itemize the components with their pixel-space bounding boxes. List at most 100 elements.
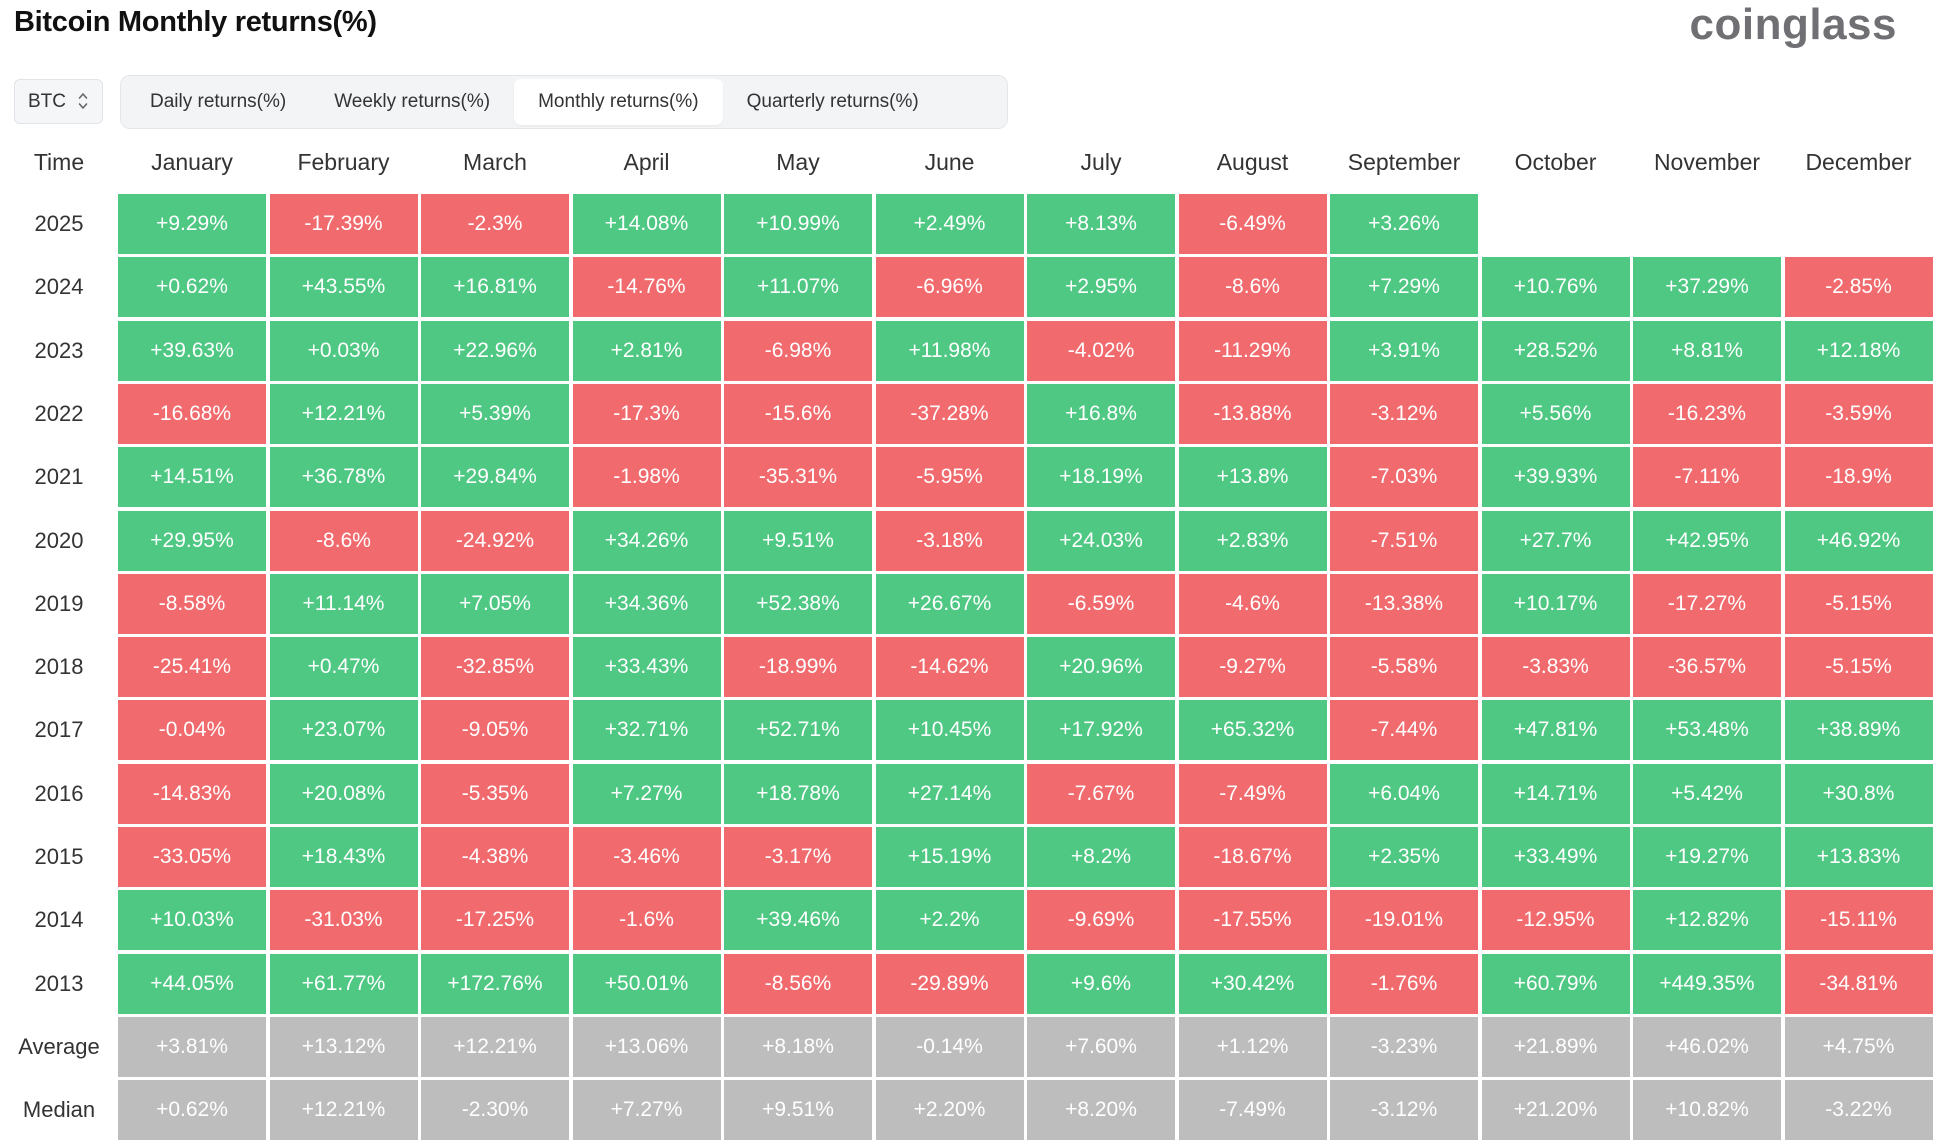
return-cell-2014-march[interactable]: -17.25% — [421, 890, 569, 951]
return-cell-2019-october[interactable]: +10.17% — [1481, 573, 1630, 634]
return-cell-2020-may[interactable]: +9.51% — [724, 510, 872, 571]
return-cell-2019-november[interactable]: -17.27% — [1633, 573, 1781, 634]
return-cell-2013-august[interactable]: +30.42% — [1178, 953, 1327, 1014]
return-cell-2025-january[interactable]: +9.29% — [118, 194, 266, 254]
return-cell-2024-february[interactable]: +43.55% — [269, 257, 418, 318]
return-cell-2024-june[interactable]: -6.96% — [875, 257, 1024, 318]
return-cell-median-june[interactable]: +2.20% — [875, 1080, 1024, 1141]
return-cell-2015-may[interactable]: -3.17% — [724, 827, 872, 887]
return-cell-2025-april[interactable]: +14.08% — [572, 194, 721, 254]
return-cell-2018-july[interactable]: +20.96% — [1027, 637, 1175, 698]
return-cell-2019-april[interactable]: +34.36% — [572, 573, 721, 634]
return-cell-2023-april[interactable]: +2.81% — [572, 320, 721, 381]
return-cell-2019-august[interactable]: -4.6% — [1178, 573, 1327, 634]
return-cell-average-january[interactable]: +3.81% — [118, 1016, 266, 1077]
return-cell-average-june[interactable]: -0.14% — [875, 1016, 1024, 1077]
return-cell-2024-november[interactable]: +37.29% — [1633, 257, 1781, 318]
return-cell-2022-july[interactable]: +16.8% — [1027, 383, 1175, 444]
tab-monthly-returns[interactable]: Monthly returns(%) — [514, 79, 723, 125]
return-cell-2025-june[interactable]: +2.49% — [875, 194, 1024, 254]
return-cell-average-april[interactable]: +13.06% — [572, 1016, 721, 1077]
return-cell-average-september[interactable]: -3.23% — [1330, 1016, 1478, 1077]
return-cell-2013-november[interactable]: +449.35% — [1633, 953, 1781, 1014]
return-cell-2021-december[interactable]: -18.9% — [1784, 447, 1933, 508]
return-cell-2017-october[interactable]: +47.81% — [1481, 700, 1630, 761]
return-cell-2017-august[interactable]: +65.32% — [1178, 700, 1327, 761]
return-cell-2025-may[interactable]: +10.99% — [724, 194, 872, 254]
return-cell-2023-may[interactable]: -6.98% — [724, 320, 872, 381]
return-cell-2017-june[interactable]: +10.45% — [875, 700, 1024, 761]
return-cell-2013-january[interactable]: +44.05% — [118, 953, 266, 1014]
return-cell-2017-december[interactable]: +38.89% — [1784, 700, 1933, 761]
return-cell-2020-july[interactable]: +24.03% — [1027, 510, 1175, 571]
return-cell-2020-april[interactable]: +34.26% — [572, 510, 721, 571]
return-cell-median-may[interactable]: +9.51% — [724, 1080, 872, 1141]
return-cell-2016-october[interactable]: +14.71% — [1481, 763, 1630, 824]
return-cell-2021-july[interactable]: +18.19% — [1027, 447, 1175, 508]
return-cell-2024-may[interactable]: +11.07% — [724, 257, 872, 318]
return-cell-2022-september[interactable]: -3.12% — [1330, 383, 1478, 444]
return-cell-2016-november[interactable]: +5.42% — [1633, 763, 1781, 824]
return-cell-2017-september[interactable]: -7.44% — [1330, 700, 1478, 761]
return-cell-2017-may[interactable]: +52.71% — [724, 700, 872, 761]
return-cell-median-september[interactable]: -3.12% — [1330, 1080, 1478, 1141]
return-cell-average-october[interactable]: +21.89% — [1481, 1016, 1630, 1077]
return-cell-2023-june[interactable]: +11.98% — [875, 320, 1024, 381]
return-cell-2018-august[interactable]: -9.27% — [1178, 637, 1327, 698]
return-cell-2015-december[interactable]: +13.83% — [1784, 827, 1933, 887]
return-cell-2021-january[interactable]: +14.51% — [118, 447, 266, 508]
return-cell-2024-january[interactable]: +0.62% — [118, 257, 266, 318]
return-cell-2015-september[interactable]: +2.35% — [1330, 827, 1478, 887]
return-cell-2013-december[interactable]: -34.81% — [1784, 953, 1933, 1014]
return-cell-2022-june[interactable]: -37.28% — [875, 383, 1024, 444]
return-cell-2023-february[interactable]: +0.03% — [269, 320, 418, 381]
return-cell-2022-december[interactable]: -3.59% — [1784, 383, 1933, 444]
return-cell-2022-may[interactable]: -15.6% — [724, 383, 872, 444]
return-cell-2013-april[interactable]: +50.01% — [572, 953, 721, 1014]
return-cell-2024-july[interactable]: +2.95% — [1027, 257, 1175, 318]
return-cell-2019-september[interactable]: -13.38% — [1330, 573, 1478, 634]
return-cell-2016-september[interactable]: +6.04% — [1330, 763, 1478, 824]
return-cell-2015-april[interactable]: -3.46% — [572, 827, 721, 887]
return-cell-2018-may[interactable]: -18.99% — [724, 637, 872, 698]
return-cell-2015-november[interactable]: +19.27% — [1633, 827, 1781, 887]
return-cell-2025-march[interactable]: -2.3% — [421, 194, 569, 254]
return-cell-2024-december[interactable]: -2.85% — [1784, 257, 1933, 318]
return-cell-2014-july[interactable]: -9.69% — [1027, 890, 1175, 951]
return-cell-2013-september[interactable]: -1.76% — [1330, 953, 1478, 1014]
return-cell-median-february[interactable]: +12.21% — [269, 1080, 418, 1141]
return-cell-2018-april[interactable]: +33.43% — [572, 637, 721, 698]
return-cell-median-march[interactable]: -2.30% — [421, 1080, 569, 1141]
return-cell-2020-december[interactable]: +46.92% — [1784, 510, 1933, 571]
return-cell-2015-january[interactable]: -33.05% — [118, 827, 266, 887]
return-cell-2018-february[interactable]: +0.47% — [269, 637, 418, 698]
return-cell-median-december[interactable]: -3.22% — [1784, 1080, 1933, 1141]
return-cell-2018-january[interactable]: -25.41% — [118, 637, 266, 698]
return-cell-2020-february[interactable]: -8.6% — [269, 510, 418, 571]
return-cell-2015-july[interactable]: +8.2% — [1027, 827, 1175, 887]
return-cell-2014-june[interactable]: +2.2% — [875, 890, 1024, 951]
return-cell-2017-july[interactable]: +17.92% — [1027, 700, 1175, 761]
tab-quarterly-returns[interactable]: Quarterly returns(%) — [746, 91, 919, 112]
return-cell-2015-august[interactable]: -18.67% — [1178, 827, 1327, 887]
return-cell-2013-march[interactable]: +172.76% — [421, 953, 569, 1014]
return-cell-2020-october[interactable]: +27.7% — [1481, 510, 1630, 571]
return-cell-2018-december[interactable]: -5.15% — [1784, 637, 1933, 698]
return-cell-2016-january[interactable]: -14.83% — [118, 763, 266, 824]
return-cell-2018-october[interactable]: -3.83% — [1481, 637, 1630, 698]
return-cell-2017-january[interactable]: -0.04% — [118, 700, 266, 761]
return-cell-2017-february[interactable]: +23.07% — [269, 700, 418, 761]
return-cell-2023-july[interactable]: -4.02% — [1027, 320, 1175, 381]
return-cell-median-january[interactable]: +0.62% — [118, 1080, 266, 1141]
return-cell-2022-february[interactable]: +12.21% — [269, 383, 418, 444]
return-cell-2025-september[interactable]: +3.26% — [1330, 194, 1478, 254]
return-cell-2019-july[interactable]: -6.59% — [1027, 573, 1175, 634]
return-cell-median-august[interactable]: -7.49% — [1178, 1080, 1327, 1141]
return-cell-2023-january[interactable]: +39.63% — [118, 320, 266, 381]
return-cell-2018-november[interactable]: -36.57% — [1633, 637, 1781, 698]
return-cell-2025-february[interactable]: -17.39% — [269, 194, 418, 254]
return-cell-median-november[interactable]: +10.82% — [1633, 1080, 1781, 1141]
return-cell-2024-april[interactable]: -14.76% — [572, 257, 721, 318]
return-cell-2016-july[interactable]: -7.67% — [1027, 763, 1175, 824]
return-cell-2014-april[interactable]: -1.6% — [572, 890, 721, 951]
